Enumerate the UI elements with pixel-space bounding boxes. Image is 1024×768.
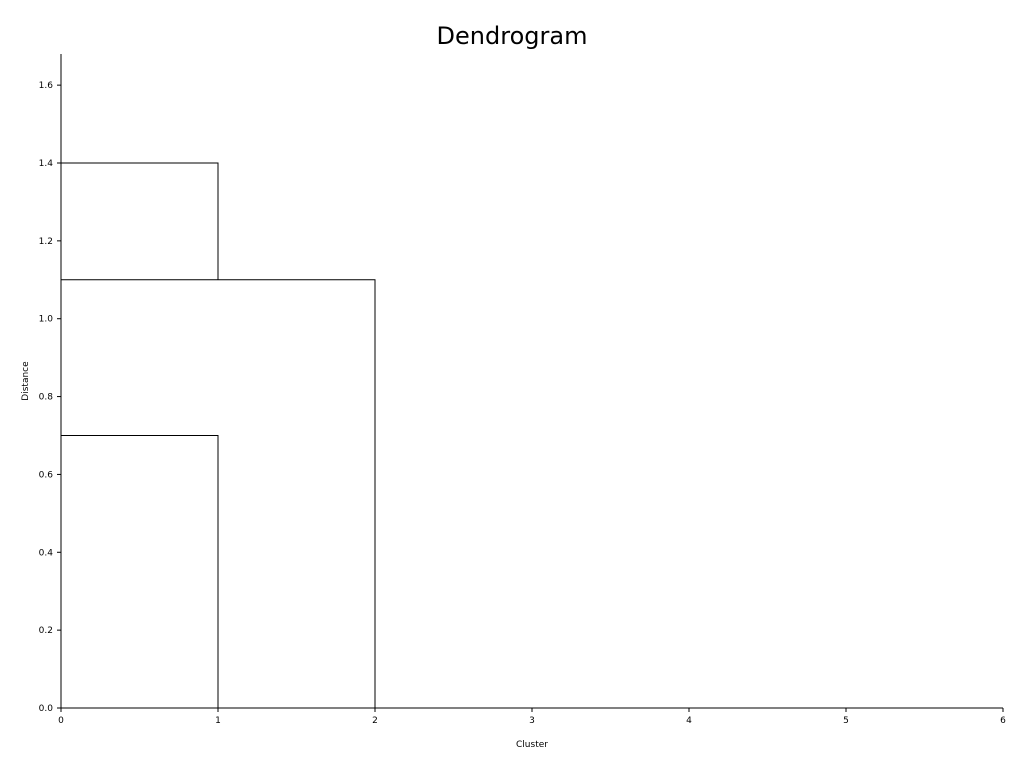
y-tick-label: 0.6 xyxy=(39,470,54,480)
y-tick-label: 0.4 xyxy=(39,548,54,558)
x-tick-label: 0 xyxy=(58,716,64,726)
x-tick-label: 1 xyxy=(215,716,221,726)
axes xyxy=(60,54,1003,709)
x-tick-label: 6 xyxy=(1000,716,1006,726)
dendrogram-link xyxy=(60,435,219,708)
x-tick-label: 2 xyxy=(372,716,378,726)
y-tick-label: 0.2 xyxy=(39,626,53,636)
y-axis-ticks: 0.0 0.2 0.4 0.6 0.8 1.0 1.2 1.4 1.6 xyxy=(39,81,61,714)
y-tick-label: 1.2 xyxy=(39,237,53,247)
x-tick-label: 5 xyxy=(843,716,849,726)
y-tick-label: 0.0 xyxy=(39,704,54,714)
x-tick-label: 3 xyxy=(529,716,535,726)
y-tick-label: 0.8 xyxy=(39,393,54,403)
x-axis-label: Cluster xyxy=(516,740,548,750)
chart-title: Dendrogram xyxy=(437,22,588,50)
y-axis-label: Distance xyxy=(21,361,31,401)
y-tick-label: 1.0 xyxy=(39,315,54,325)
x-axis-ticks: 0 1 2 3 4 5 6 xyxy=(58,708,1006,726)
dendrogram-links xyxy=(60,162,376,708)
y-tick-label: 1.6 xyxy=(39,81,54,91)
x-tick-label: 4 xyxy=(686,716,692,726)
y-tick-label: 1.4 xyxy=(39,159,54,169)
